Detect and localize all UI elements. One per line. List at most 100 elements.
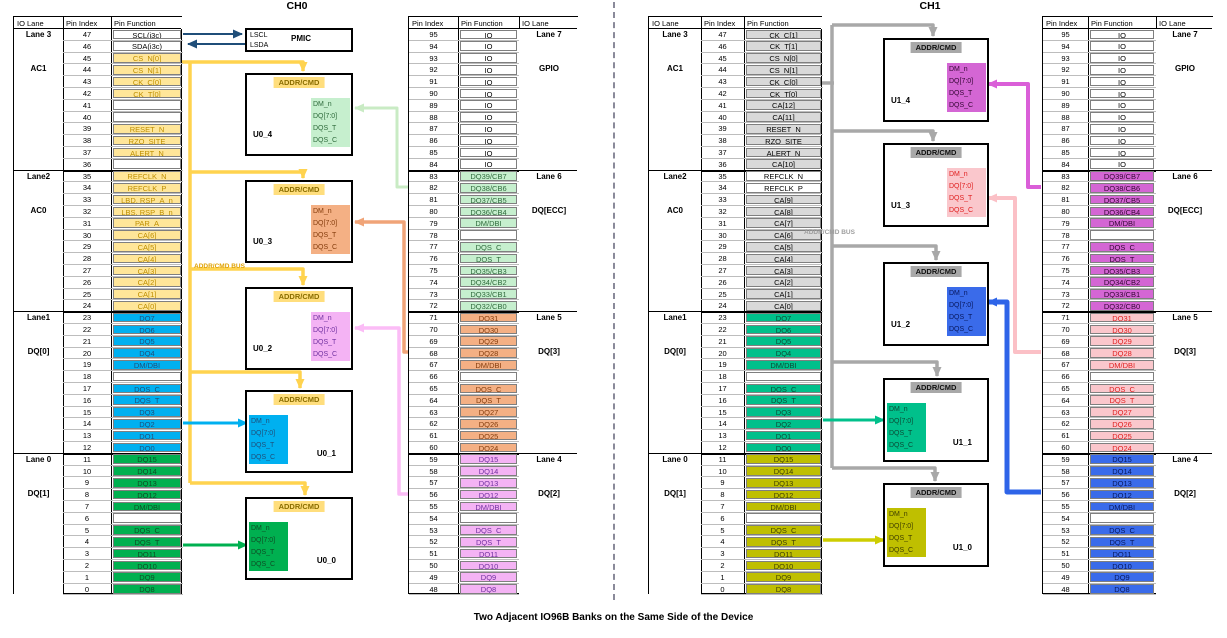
pin-function-cell: DQ37/CB5	[458, 194, 519, 206]
pin-function-value: DQ8	[746, 584, 821, 594]
pin-index-cell: 76	[1043, 253, 1088, 265]
pin-function-cell: DQ35/CB3	[1088, 265, 1156, 277]
pin-function-value	[460, 230, 517, 240]
pin-function-value: DM/DBI	[1090, 501, 1154, 512]
addr-cmd-tag: ADDR/CMD	[910, 266, 962, 277]
pin-index-cell: 14	[701, 418, 744, 431]
dq-signal-line: DQS_C	[313, 137, 338, 144]
wire-arrow	[832, 466, 940, 482]
pin-function-value: REFCLK_P	[113, 182, 181, 193]
pin-index-cell: 95	[409, 29, 458, 41]
pin-index-cell: 6	[701, 513, 744, 525]
pin-function-value: DQ3	[113, 407, 181, 417]
column-separator	[1087, 17, 1089, 594]
pin-index-cell: 62	[1043, 418, 1088, 431]
pin-index-cell: 11	[701, 454, 744, 466]
pin-function-value: CA[2]	[746, 277, 821, 288]
pin-function-cell: CA[5]	[744, 241, 823, 254]
pin-index-cell: 68	[1043, 348, 1088, 360]
lane-cell: Lane 7 GPIO	[1156, 29, 1214, 171]
pin-function-cell: DQ30	[458, 324, 519, 336]
dq-signal-line: DQS_T	[949, 314, 973, 321]
pin-index-cell: 6	[63, 513, 111, 525]
wire-arrow	[832, 129, 938, 142]
pin-function-value: LBD, RSP_A_n	[113, 194, 181, 205]
pin-index-cell: 18	[701, 371, 744, 383]
pin-index-cell: 48	[409, 584, 458, 596]
pin-index-cell: 44	[63, 64, 111, 77]
column-header: IO Lane	[1156, 17, 1214, 29]
pin-index-cell: 8	[701, 489, 744, 501]
pin-index-cell: 69	[1043, 336, 1088, 348]
pin-function-value: DQ7	[113, 312, 181, 323]
pin-function-value: CA[7]	[746, 218, 821, 229]
pin-function-value: SCL(i3c)	[113, 29, 181, 40]
dq-signal-line: DQ[7:0]	[251, 537, 276, 544]
lane-group-label: AC0	[30, 205, 47, 215]
lane-group-label: DQ[3]	[538, 347, 560, 357]
dram-box-U0_3: ADDR/CMD DM_n DQ[7:0] DQS_T DQS_C U0_3	[245, 180, 353, 263]
pin-function-value: IO	[460, 41, 517, 52]
lane-label: Lane 7	[536, 30, 562, 39]
pin-index-cell: 64	[1043, 395, 1088, 407]
pin-index-cell: 46	[701, 41, 744, 53]
pin-function-value: CA[9]	[746, 194, 821, 205]
pin-function-cell: IO	[1088, 29, 1156, 41]
pin-index-cell: 44	[701, 64, 744, 77]
pin-index-cell: 55	[409, 501, 458, 513]
pin-function-cell: DQ34/CB2	[1088, 277, 1156, 289]
pin-function-value: DQ5	[746, 336, 821, 347]
column-header: Pin Function	[1088, 17, 1156, 29]
pin-function-cell: DQ34/CB2	[458, 277, 519, 289]
lane-cell: Lane 4 DQ[2]	[519, 453, 579, 596]
pin-function-value: DQS_T	[746, 536, 821, 547]
pin-function-value: DQ36/CB4	[1090, 206, 1154, 217]
pin-index-cell: 13	[701, 430, 744, 442]
pin-function-value: DQS_C	[113, 383, 181, 394]
pin-index-cell: 29	[701, 241, 744, 254]
pin-function-cell: DQ28	[458, 348, 519, 360]
pin-function-value: DQ12	[746, 489, 821, 500]
pin-index-cell: 34	[63, 182, 111, 195]
pin-index-cell: 22	[701, 324, 744, 336]
pin-function-cell: DQS_C	[458, 525, 519, 537]
lane-label: Lane 7	[1172, 30, 1198, 39]
pin-function-value: IO	[460, 159, 517, 170]
pin-function-value: RZQ_SITE	[746, 135, 821, 146]
pin-function-cell: DQS_T	[458, 395, 519, 407]
pin-function-cell: SDA(i3c)	[111, 41, 183, 53]
pin-function-cell: IO	[458, 76, 519, 88]
pin-function-cell	[1088, 230, 1156, 242]
pin-index-cell: 10	[701, 466, 744, 478]
pin-function-value: DQ31	[1090, 312, 1154, 323]
pin-function-cell: DQ15	[458, 454, 519, 466]
dq-signal-line: DQS_C	[313, 244, 338, 251]
pin-function-value: DQ13	[1090, 477, 1154, 488]
column-header: Pin Index	[701, 17, 744, 29]
pin-index-cell: 54	[409, 513, 458, 525]
pin-function-value	[113, 159, 181, 170]
pin-index-cell: 59	[409, 454, 458, 466]
pin-function-cell: DQS_C	[111, 383, 183, 395]
dq-signal-block: DM_n DQ[7:0] DQS_T DQS_C	[311, 312, 350, 361]
pin-function-value: IO	[460, 64, 517, 75]
dq-signal-line: DQS_C	[889, 547, 914, 554]
pin-function-value: DM/DBI	[113, 359, 181, 370]
dq-signal-line: DQ[7:0]	[313, 327, 338, 334]
pin-function-value: DM/DBI	[746, 501, 821, 512]
pin-index-cell: 41	[701, 100, 744, 112]
ch0-left-table: IO Lane Pin Index Pin Function Lane 3 AC1 47 S…	[13, 16, 183, 596]
pin-index-cell: 58	[1043, 466, 1088, 478]
pin-function-value: RESET_N	[746, 123, 821, 134]
pin-function-cell: DQ28	[1088, 348, 1156, 360]
pin-function-value: DQ2	[113, 418, 181, 429]
pin-function-cell: DQ5	[111, 336, 183, 348]
ch1-left-table: IO Lane Pin Index Pin Function Lane 3 AC1 47 C…	[648, 16, 823, 596]
dram-box-U1_2: ADDR/CMD DM_n DQ[7:0] DQS_T DQS_C U1_2	[883, 262, 989, 346]
pin-function-cell: DQ27	[458, 407, 519, 419]
pin-function-value: DQ12	[1090, 489, 1154, 500]
pin-function-cell: CA[1]	[111, 289, 183, 301]
pin-function-value: DQ14	[1090, 466, 1154, 476]
pin-function-cell: DQ35/CB3	[458, 265, 519, 277]
pin-function-value: DM/DBI	[1090, 359, 1154, 370]
